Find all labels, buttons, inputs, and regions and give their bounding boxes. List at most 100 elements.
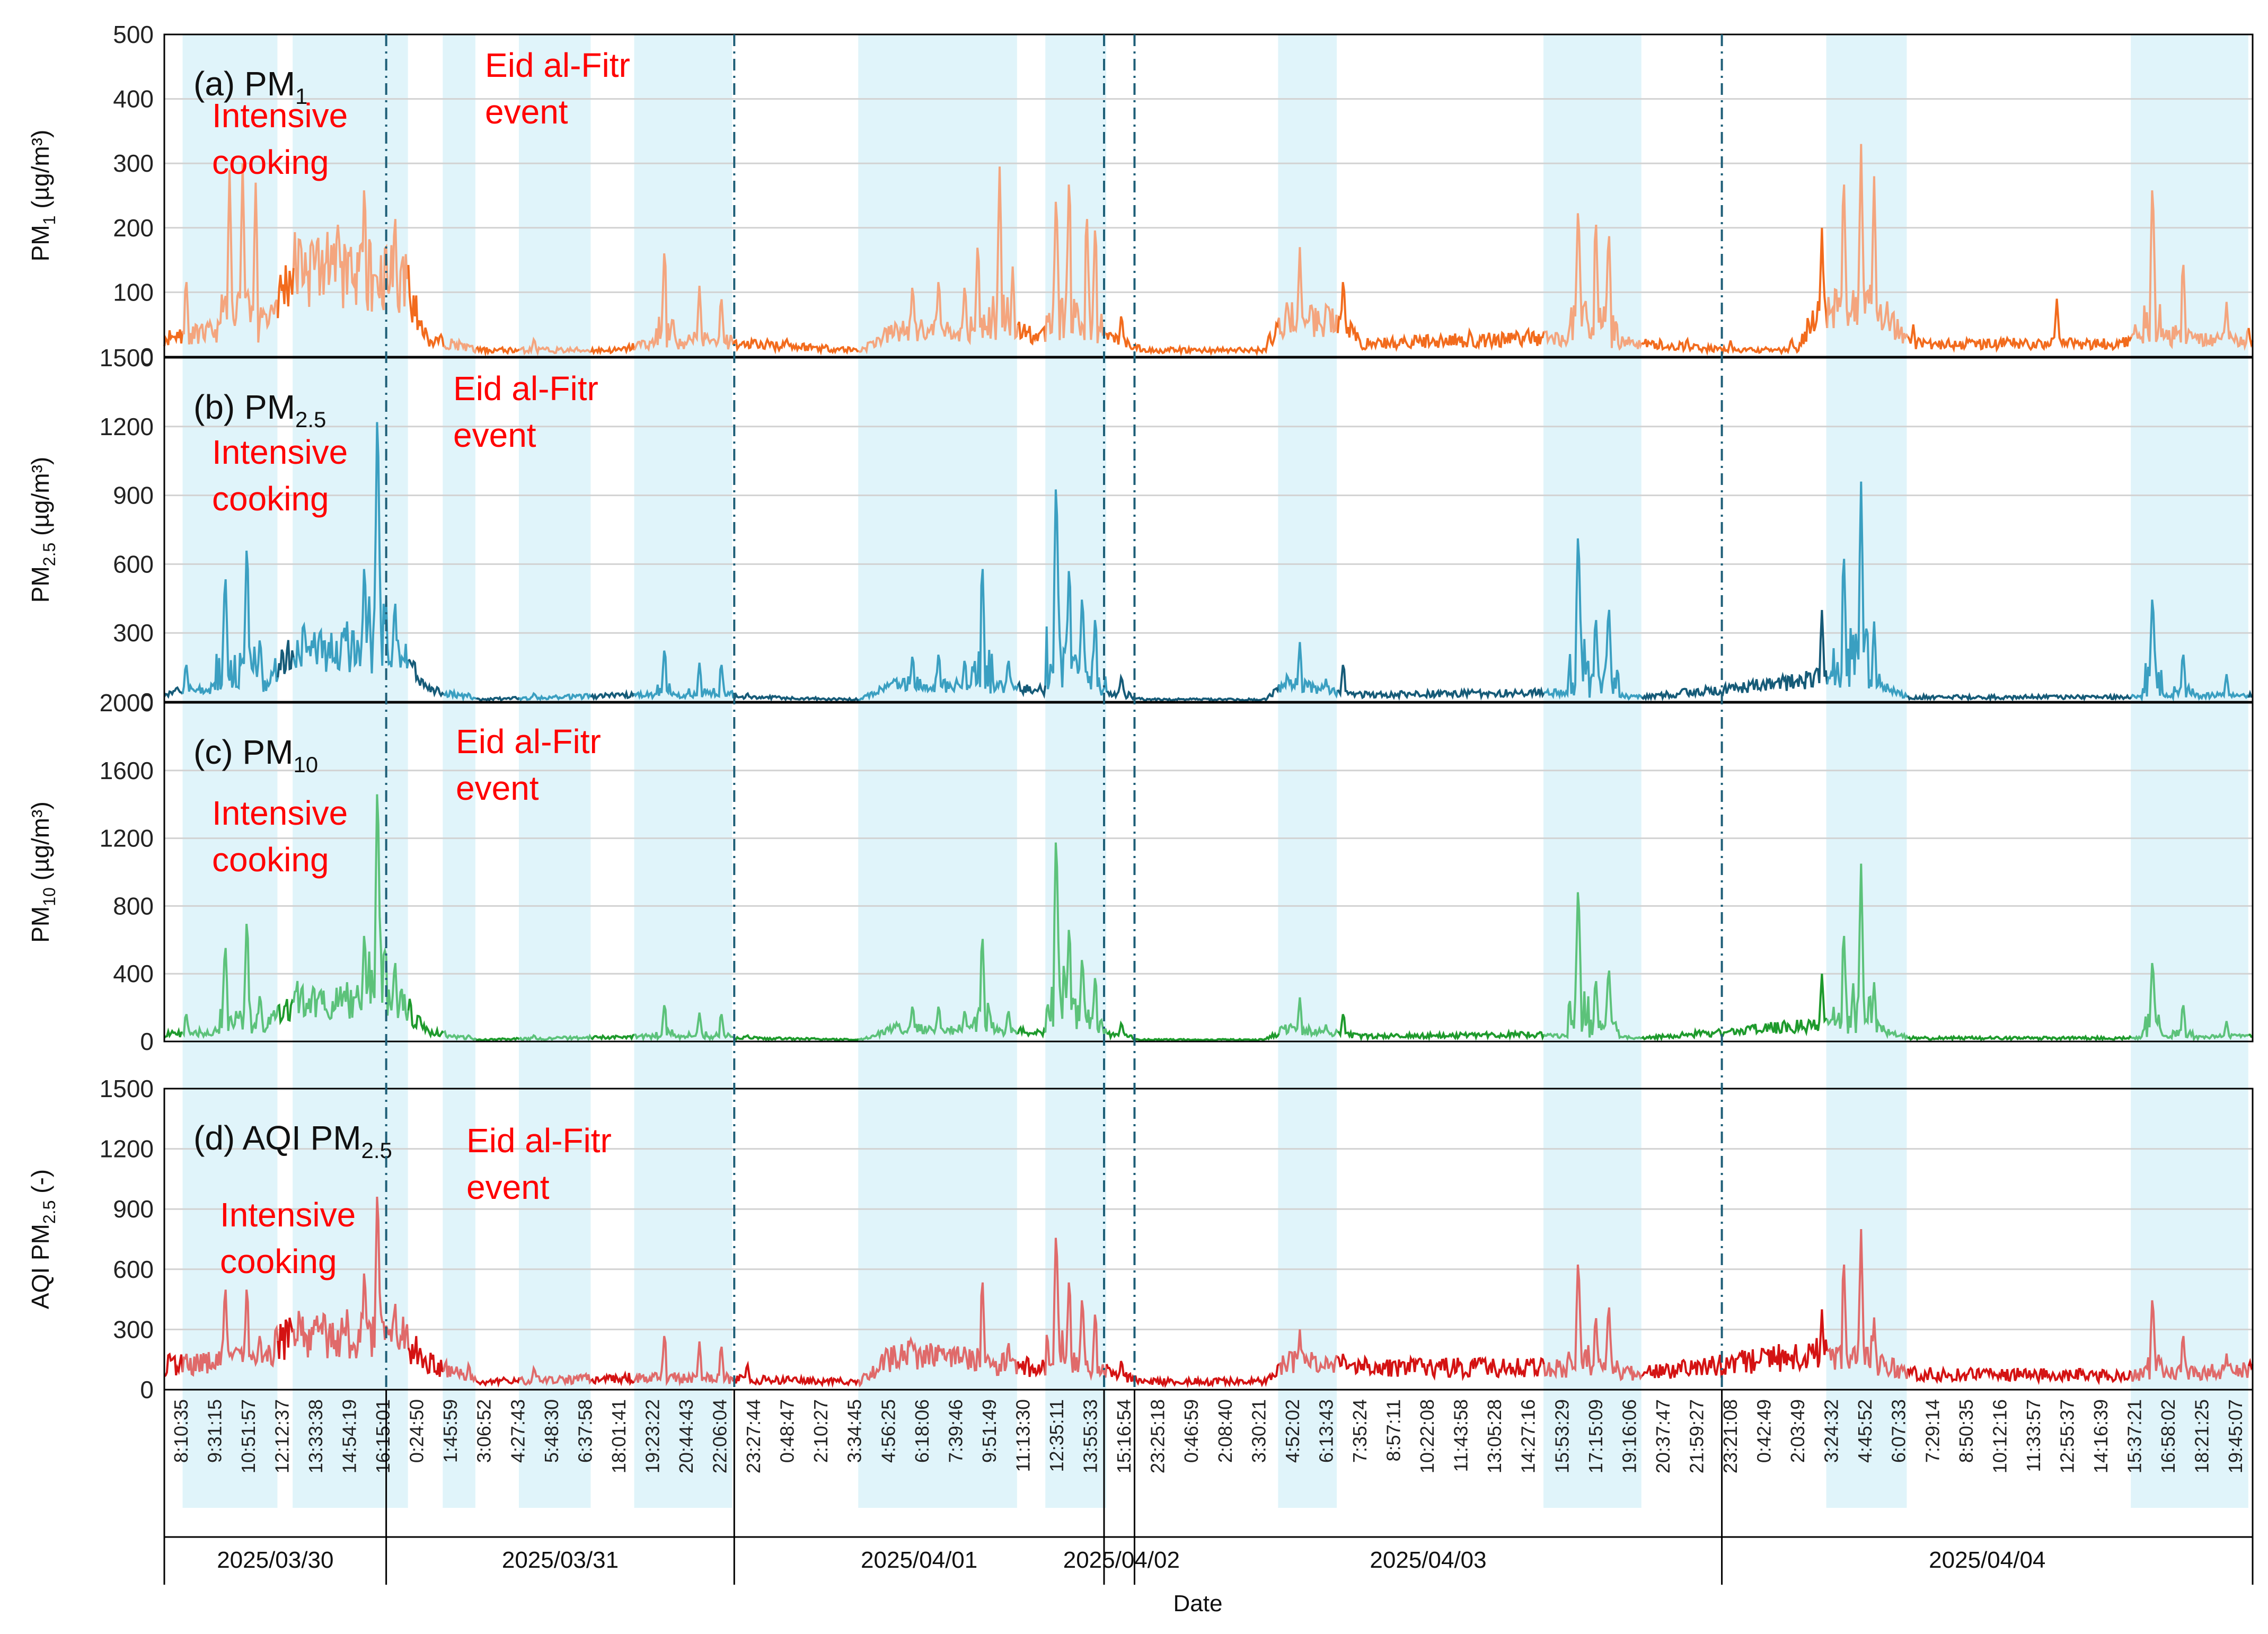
- panel-frame-pm1: [163, 33, 2254, 358]
- series-line-pm10-8: [590, 1034, 635, 1041]
- xtick-label-60: 18:21:25: [2191, 1399, 2213, 1473]
- series-line-pm25-0: [163, 686, 183, 699]
- panel-title-pm25: (b) PM2.5: [193, 388, 326, 432]
- xtick-label-49: 3:24:32: [1821, 1399, 1842, 1463]
- panels: 0 100 200 300 400 500 (a) PM1 PM1 (µg/m³) Intens…: [27, 21, 2254, 1403]
- ytick-aqi-4: 1200: [100, 1135, 154, 1163]
- series-line-pm1-20: [1907, 298, 2132, 353]
- xtick-label-43: 19:16:06: [1618, 1399, 1640, 1473]
- series-line-aqi-5: [443, 1357, 478, 1383]
- series-line-pm25-12: [1017, 679, 1047, 699]
- ytick-pm10-2: 800: [113, 892, 154, 920]
- panel-title-aqi: (d) AQI PM2.5: [193, 1119, 392, 1163]
- panel-frame-pm10: [163, 702, 2254, 1043]
- series-line-pm10-19: [1826, 863, 1909, 1041]
- series-line-aqi-0: [163, 1352, 184, 1377]
- series-line-pm1-0: [163, 329, 184, 347]
- xtick-label-11: 5:48:30: [541, 1399, 562, 1463]
- series-line-pm25-21: [2130, 599, 2250, 703]
- series-line-pm1-18: [1641, 227, 1829, 356]
- annotation-cooking-line2-pm1: cooking: [212, 143, 329, 181]
- series-line-pm25-10: [733, 692, 859, 702]
- series-line-aqi-16: [1337, 1354, 1545, 1382]
- day-separators: [385, 34, 1723, 1390]
- date-label-4: 2025/04/03: [1370, 1547, 1486, 1573]
- series-line-pm25-15: [1278, 642, 1339, 699]
- series-line-pm25-3: [292, 422, 410, 674]
- xtick-label-36: 8:57:11: [1383, 1399, 1405, 1461]
- date-label-3: 2025/04/02: [1063, 1547, 1180, 1573]
- xtick-label-56: 12:55:37: [2056, 1399, 2078, 1473]
- annotation-cooking-line1-pm10: Intensive: [212, 794, 348, 832]
- xtick-label-16: 22:06:04: [709, 1399, 731, 1473]
- annotation-eid-line2-aqi: event: [466, 1168, 550, 1206]
- series-line-pm25-6: [475, 695, 520, 702]
- ytick-pm25-2: 600: [113, 550, 154, 578]
- xtick-label-53: 8:50:35: [1955, 1399, 1977, 1463]
- series-line-pm1-15: [1278, 247, 1339, 341]
- series-line-aqi-19: [1826, 1229, 1909, 1379]
- series-line-pm1-16: [1336, 282, 1545, 352]
- xtick-label-28: 15:16:54: [1113, 1399, 1135, 1473]
- date-label-5: 2025/04/04: [1929, 1547, 2045, 1573]
- xtick-label-32: 3:30:21: [1248, 1399, 1269, 1463]
- panel-title-pm1: (a) PM1: [193, 65, 307, 109]
- xtick-label-57: 14:16:39: [2090, 1399, 2112, 1473]
- x-axis-label: Date: [1173, 1591, 1223, 1617]
- series-line-pm1-8: [590, 341, 636, 356]
- xtick-label-9: 3:06:52: [473, 1399, 495, 1463]
- series-line-pm25-18: [1641, 610, 1829, 702]
- xtick-label-6: 16:15:01: [372, 1399, 394, 1473]
- xtick-label-25: 11:13:30: [1012, 1399, 1034, 1472]
- xtick-label-51: 6:07:33: [1888, 1399, 1910, 1463]
- series-line-pm25-14: [1106, 673, 1280, 703]
- xtick-label-42: 17:15:09: [1585, 1399, 1607, 1473]
- xtick-label-13: 18:01:41: [608, 1399, 630, 1473]
- series-line-pm25-8: [590, 688, 636, 701]
- xtick-label-39: 13:05:28: [1484, 1399, 1505, 1473]
- panel-frame-pm25: [163, 357, 2254, 703]
- series-line-pm25-16: [1337, 665, 1545, 701]
- xtick-label-35: 7:35:24: [1349, 1399, 1371, 1463]
- series-line-aqi-21: [2130, 1300, 2250, 1382]
- series-line-pm1-6: [475, 345, 520, 357]
- xtick-label-14: 19:23:22: [641, 1399, 663, 1473]
- panel-pm1: 0 100 200 300 400 500 (a) PM1 PM1 (µg/m³) Intens…: [27, 21, 2254, 370]
- annotation-cooking-line2-pm10: cooking: [212, 841, 329, 879]
- ytick-aqi-1: 300: [113, 1315, 154, 1343]
- xtick-label-8: 1:45:59: [439, 1399, 461, 1463]
- ytick-pm1-4: 400: [113, 85, 154, 113]
- xtick-label-55: 11:33:57: [2023, 1399, 2044, 1472]
- annotation-cooking-line1-aqi: Intensive: [220, 1196, 356, 1234]
- series-line-pm10-5: [443, 1030, 477, 1041]
- ylabel-aqi: AQI PM2.5 (-): [27, 1169, 59, 1309]
- series-line-aqi-20: [1907, 1365, 2132, 1385]
- series-line-pm10-11: [858, 939, 1019, 1041]
- series-line-pm10-6: [475, 1037, 520, 1042]
- xtick-label-24: 9:51:49: [978, 1399, 1000, 1463]
- series-line-aqi-15: [1278, 1329, 1338, 1375]
- xtick-label-33: 4:52:02: [1282, 1399, 1303, 1463]
- series-line-pm10-20: [1907, 1034, 2132, 1042]
- xtick-label-58: 15:37:21: [2124, 1399, 2146, 1473]
- series-line-pm1-12: [1017, 321, 1047, 346]
- series-line-aqi-1: [181, 1289, 279, 1377]
- xtick-label-40: 14:27:16: [1517, 1399, 1539, 1473]
- series-line-pm25-5: [443, 688, 477, 702]
- xtick-label-48: 2:03:49: [1787, 1399, 1808, 1463]
- series-line-pm1-19: [1826, 144, 1909, 344]
- series-line-aqi-2: [277, 1317, 295, 1360]
- xtick-label-27: 13:55:33: [1080, 1399, 1101, 1473]
- ytick-pm10-5: 2000: [100, 689, 154, 717]
- xtick-label-10: 4:27:43: [507, 1399, 528, 1463]
- series-line-pm25-13: [1044, 489, 1108, 696]
- xtick-label-1: 9:31:15: [204, 1399, 225, 1463]
- annotation-eid-line2-pm1: event: [485, 93, 568, 131]
- series-line-pm1-3: [292, 190, 410, 313]
- series-line-pm1-1: [181, 163, 279, 345]
- xtick-label-18: 0:48:47: [776, 1399, 798, 1463]
- series-line-pm25-1: [181, 550, 279, 696]
- ytick-pm10-1: 400: [113, 960, 154, 987]
- xtick-label-19: 2:10:27: [810, 1399, 832, 1463]
- ytick-pm1-5: 500: [113, 21, 154, 48]
